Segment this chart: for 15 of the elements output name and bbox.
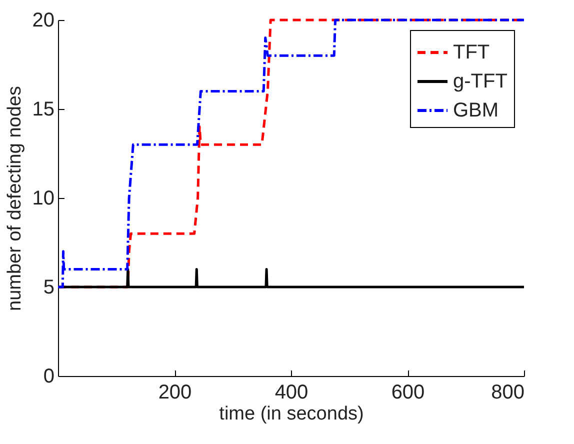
legend-label: TFT [453, 42, 490, 64]
x-axis-title: time (in seconds) [219, 404, 364, 424]
x-tick-label: 800 [491, 382, 524, 404]
y-tick-label: 15 [32, 98, 54, 120]
x-tick-label: 400 [274, 382, 308, 404]
line-series [56, 18, 526, 288]
x-tick-label: 200 [158, 382, 192, 404]
y-tick-label: 20 [32, 10, 54, 32]
y-tick-label: 5 [43, 276, 54, 298]
y-tick-label: 0 [43, 366, 54, 388]
y-axis-title: number of defecting nodes [4, 86, 26, 311]
x-tick-label: 600 [391, 382, 425, 404]
legend-label: GBM [453, 100, 499, 122]
y-tick-label: 10 [32, 188, 54, 210]
legend-label: g-TFT [453, 70, 508, 92]
